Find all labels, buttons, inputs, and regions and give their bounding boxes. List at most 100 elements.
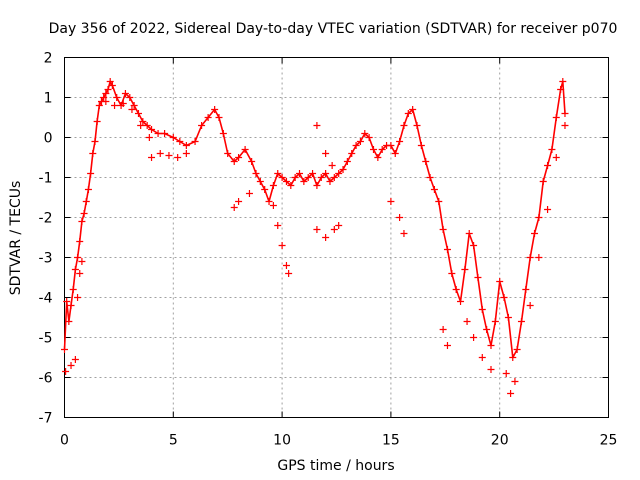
data-point: [339, 166, 347, 173]
data-point: [348, 150, 356, 157]
data-point: [439, 326, 447, 333]
data-point: [374, 154, 382, 161]
data-point: [211, 106, 219, 113]
data-point: [285, 270, 293, 277]
data-point: [356, 138, 364, 145]
data-point: [130, 102, 138, 109]
data-point: [274, 222, 282, 229]
x-tick-label: 5: [169, 433, 178, 449]
x-axis-label: GPS time / hours: [277, 458, 394, 474]
data-point: [224, 150, 232, 157]
data-point: [278, 174, 286, 181]
data-point: [145, 134, 153, 141]
data-point: [256, 178, 264, 185]
data-point: [102, 90, 110, 97]
data-point: [78, 258, 86, 265]
data-point: [69, 286, 77, 293]
data-point: [148, 126, 156, 133]
data-point: [93, 118, 101, 125]
data-point: [84, 186, 92, 193]
data-point: [526, 302, 534, 309]
data-point: [182, 150, 190, 157]
data-point: [282, 262, 290, 269]
data-point: [62, 368, 70, 375]
data-point: [252, 170, 260, 177]
data-point: [463, 318, 471, 325]
data-point: [517, 318, 525, 325]
data-point: [396, 214, 404, 221]
data-point: [148, 154, 156, 161]
data-point: [204, 114, 212, 121]
data-point: [219, 130, 227, 137]
chart-title: Day 356 of 2022, Sidereal Day-to-day VTE…: [49, 21, 618, 37]
data-point: [78, 218, 86, 225]
data-point: [287, 182, 295, 189]
data-point: [106, 78, 114, 85]
data-point: [522, 286, 530, 293]
y-axis-label: SDTVAR / TECUs: [8, 181, 24, 296]
series-line: [63, 80, 566, 359]
data-point: [507, 390, 515, 397]
data-point: [470, 242, 478, 249]
data-point: [274, 170, 282, 177]
data-point: [102, 98, 110, 105]
y-tick-label: -5: [39, 331, 53, 347]
data-point: [452, 286, 460, 293]
data-point: [526, 254, 534, 261]
data-point: [91, 138, 99, 145]
data-point: [559, 78, 567, 85]
data-point: [74, 294, 82, 301]
data-point: [352, 142, 360, 149]
data-point: [143, 122, 151, 129]
data-point: [422, 158, 430, 165]
data-point: [67, 362, 75, 369]
data-point: [119, 100, 127, 107]
data-point: [435, 198, 443, 205]
data-point: [378, 146, 386, 153]
data-point: [309, 170, 317, 177]
data-point: [108, 82, 116, 89]
data-point: [513, 346, 521, 353]
data-point: [478, 354, 486, 361]
data-point: [396, 138, 404, 145]
data-point: [509, 354, 517, 361]
data-point: [400, 230, 408, 237]
data-point: [313, 182, 321, 189]
data-point: [76, 238, 84, 245]
data-point: [313, 122, 321, 129]
data-point: [487, 366, 495, 373]
data-point: [400, 122, 408, 129]
x-tick-label: 15: [382, 433, 400, 449]
data-point: [269, 182, 277, 189]
data-point: [387, 198, 395, 205]
data-point: [74, 254, 82, 261]
data-point: [87, 170, 95, 177]
data-point: [330, 174, 338, 181]
y-tick-label: -2: [39, 211, 53, 227]
data-point: [561, 122, 569, 129]
data-point: [322, 234, 330, 241]
data-point: [154, 130, 162, 137]
data-point: [443, 342, 451, 349]
data-point: [174, 154, 182, 161]
y-tick-label: -4: [39, 291, 53, 307]
data-point: [104, 86, 112, 93]
data-point: [128, 106, 136, 113]
data-point: [544, 206, 552, 213]
y-tick-label: -3: [39, 251, 53, 267]
data-point: [89, 150, 97, 157]
data-point: [335, 170, 343, 177]
data-point: [156, 150, 164, 157]
data-point: [483, 326, 491, 333]
data-point: [300, 178, 308, 185]
data-point: [544, 162, 552, 169]
data-point: [322, 170, 330, 177]
data-point: [76, 270, 84, 277]
data-point: [248, 158, 256, 165]
data-point: [369, 146, 377, 153]
data-point: [291, 174, 299, 181]
data-point: [139, 118, 147, 125]
data-point: [557, 86, 565, 93]
y-tick-label: 0: [44, 131, 53, 147]
data-point: [470, 334, 478, 341]
